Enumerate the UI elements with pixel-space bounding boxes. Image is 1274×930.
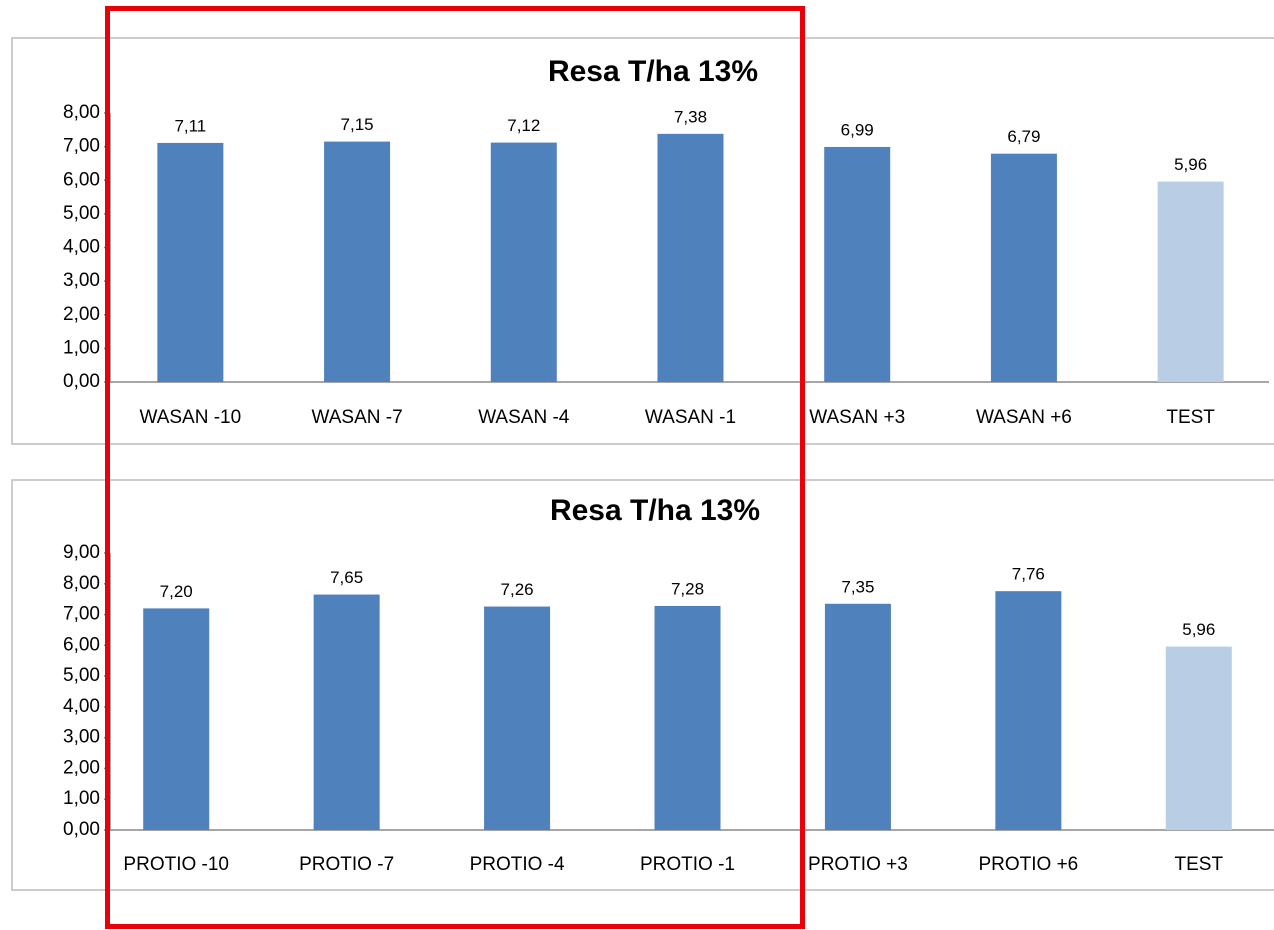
- data-label: 7,65: [330, 568, 363, 587]
- x-tick-label: WASAN -4: [478, 407, 570, 428]
- y-tick-label: 0,00: [63, 819, 100, 840]
- bar: [1157, 181, 1224, 382]
- y-tick-label: 2,00: [63, 757, 100, 778]
- data-label: 7,11: [174, 116, 206, 135]
- y-tick-label: 3,00: [63, 270, 100, 291]
- x-tick-label: WASAN -10: [139, 407, 241, 428]
- y-tick-label: 6,00: [63, 169, 100, 190]
- bar: [824, 146, 891, 382]
- x-tick-label: WASAN +3: [809, 407, 905, 428]
- y-tick-label: 2,00: [63, 304, 100, 325]
- data-label: 7,20: [160, 582, 193, 601]
- bar: [143, 608, 210, 830]
- data-label: 7,28: [671, 579, 704, 598]
- bar: [490, 142, 557, 382]
- data-label: 7,15: [341, 115, 374, 134]
- x-tick-label: PROTIO -10: [123, 854, 229, 875]
- y-tick-label: 4,00: [63, 237, 100, 258]
- y-tick-label: 3,00: [63, 727, 100, 748]
- x-tick-label: PROTIO -7: [299, 854, 394, 875]
- y-tick-label: 9,00: [63, 542, 100, 563]
- x-tick-label: WASAN -7: [312, 407, 403, 428]
- bar: [313, 594, 380, 830]
- bar: [484, 606, 551, 830]
- data-label: 7,26: [501, 580, 534, 599]
- highlight-box: [105, 6, 805, 929]
- x-tick-label: PROTIO -1: [640, 854, 735, 875]
- y-tick-label: 7,00: [63, 604, 100, 625]
- y-tick-label: 4,00: [63, 696, 100, 717]
- chart-frame: [11, 37, 1274, 445]
- chart-title: Resa T/ha 13%: [550, 494, 760, 527]
- bar: [657, 133, 724, 382]
- bar: [324, 141, 391, 382]
- x-tick-label: WASAN +6: [976, 407, 1072, 428]
- data-label: 5,96: [1174, 155, 1207, 174]
- bar: [995, 591, 1062, 830]
- data-label: 6,79: [1007, 127, 1040, 146]
- data-label: 5,96: [1182, 620, 1215, 639]
- bar: [157, 142, 224, 382]
- data-label: 7,38: [674, 107, 707, 126]
- x-tick-label: PROTIO +3: [808, 854, 908, 875]
- bar: [654, 605, 721, 830]
- y-tick-label: 1,00: [63, 788, 100, 809]
- x-tick-label: PROTIO -4: [470, 854, 565, 875]
- data-label: 7,76: [1012, 565, 1045, 584]
- bar: [824, 603, 891, 830]
- data-label: 7,35: [841, 577, 874, 596]
- x-tick-label: WASAN -1: [645, 407, 736, 428]
- chart-frame: [11, 479, 1274, 891]
- y-tick-label: 5,00: [63, 665, 100, 686]
- bar: [990, 153, 1057, 382]
- x-tick-label: TEST: [1175, 854, 1224, 875]
- x-tick-label: TEST: [1166, 407, 1215, 428]
- y-tick-label: 6,00: [63, 634, 100, 655]
- chart-title: Resa T/ha 13%: [548, 55, 758, 88]
- y-tick-label: 1,00: [63, 337, 100, 358]
- bar: [1165, 646, 1232, 830]
- y-tick-label: 8,00: [63, 573, 100, 594]
- y-tick-label: 0,00: [63, 371, 100, 392]
- data-label: 6,99: [841, 120, 874, 139]
- y-tick-label: 7,00: [63, 136, 100, 157]
- data-label: 7,12: [507, 116, 540, 135]
- x-tick-label: PROTIO +6: [978, 854, 1078, 875]
- y-tick-label: 5,00: [63, 203, 100, 224]
- y-tick-label: 8,00: [63, 102, 100, 123]
